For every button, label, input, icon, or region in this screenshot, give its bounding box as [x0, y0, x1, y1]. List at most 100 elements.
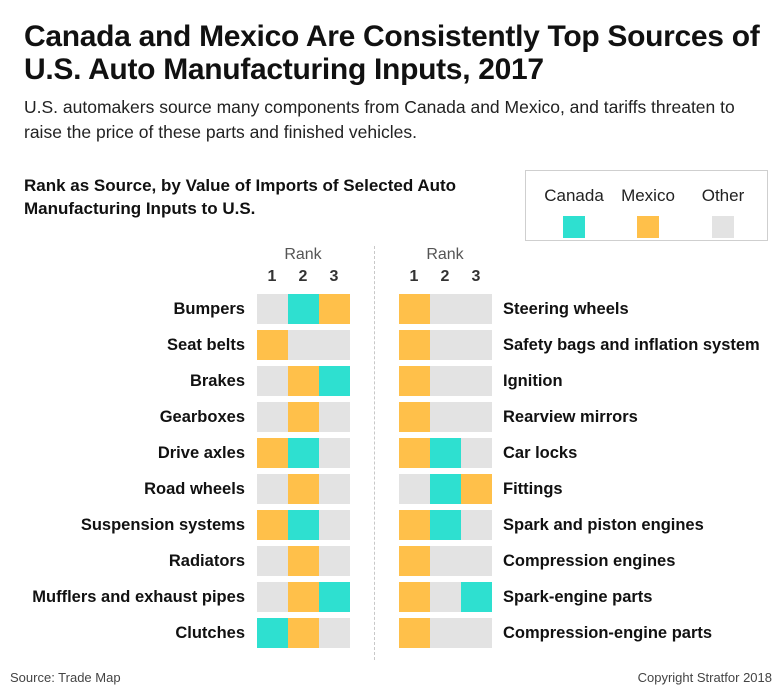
rank-cell-bumpers-1 — [257, 294, 288, 324]
copyright-note: Copyright Stratfor 2018 — [637, 670, 772, 685]
rank-cell-radiators-3 — [319, 546, 350, 576]
rank-cell-steering-wheels-3 — [461, 294, 492, 324]
rank-cell-fittings-1 — [399, 474, 430, 504]
rank-cell-spark-engine-parts-2 — [430, 582, 461, 612]
rank-cell-road-wheels-1 — [257, 474, 288, 504]
rank-cell-compression-engines-3 — [461, 546, 492, 576]
rank-cell-road-wheels-2 — [288, 474, 319, 504]
row-label-fittings: Fittings — [503, 480, 563, 498]
row-label-safety-bags-and-inflation-system: Safety bags and inflation system — [503, 336, 760, 354]
chart-heading: Rank as Source, by Value of Imports of S… — [24, 176, 457, 218]
rank-cell-gearboxes-1 — [257, 402, 288, 432]
rank-cell-spark-and-piston-engines-1 — [399, 510, 430, 540]
row-label-seat-belts: Seat belts — [167, 336, 245, 354]
rank-cell-car-locks-2 — [430, 438, 461, 468]
row-label-suspension-systems: Suspension systems — [80, 516, 245, 534]
rank-cell-safety-bags-and-inflation-system-1 — [399, 330, 430, 360]
rank-cell-suspension-systems-2 — [288, 510, 319, 540]
source-note: Source: Trade Map — [10, 670, 121, 685]
rank-cell-compression-engine-parts-3 — [461, 618, 492, 648]
row-label-ignition: Ignition — [503, 372, 563, 390]
row-label-steering-wheels: Steering wheels — [503, 300, 629, 318]
rank-cell-steering-wheels-2 — [430, 294, 461, 324]
rank-cell-bumpers-2 — [288, 294, 319, 324]
row-label-mufflers-and-exhaust-pipes: Mufflers and exhaust pipes — [32, 588, 245, 606]
rank-cell-fittings-3 — [461, 474, 492, 504]
row-label-compression-engines: Compression engines — [503, 552, 676, 570]
rank-cell-suspension-systems-1 — [257, 510, 288, 540]
row-label-rearview-mirrors: Rearview mirrors — [503, 408, 638, 426]
rank-cell-spark-and-piston-engines-2 — [430, 510, 461, 540]
rank-cell-radiators-2 — [288, 546, 319, 576]
rank-cell-steering-wheels-1 — [399, 294, 430, 324]
rank-cell-car-locks-1 — [399, 438, 430, 468]
row-label-gearboxes: Gearboxes — [159, 408, 245, 426]
rank-cell-spark-engine-parts-1 — [399, 582, 430, 612]
rank-cell-compression-engine-parts-2 — [430, 618, 461, 648]
rank-cell-brakes-2 — [288, 366, 319, 396]
rank-cell-fittings-2 — [430, 474, 461, 504]
row-label-road-wheels: Road wheels — [144, 480, 245, 498]
row-label-brakes: Brakes — [189, 372, 245, 390]
rank-cell-clutches-2 — [288, 618, 319, 648]
rank-cell-rearview-mirrors-3 — [461, 402, 492, 432]
row-label-compression-engine-parts: Compression-engine parts — [503, 624, 713, 642]
rank-cell-safety-bags-and-inflation-system-2 — [430, 330, 461, 360]
rank-cell-seat-belts-2 — [288, 330, 319, 360]
rank-cell-bumpers-3 — [319, 294, 350, 324]
rank-cell-mufflers-and-exhaust-pipes-3 — [319, 582, 350, 612]
rank-cell-drive-axles-3 — [319, 438, 350, 468]
rank-cell-seat-belts-3 — [319, 330, 350, 360]
rank-cell-suspension-systems-3 — [319, 510, 350, 540]
rank-cell-mufflers-and-exhaust-pipes-1 — [257, 582, 288, 612]
rank-cell-spark-engine-parts-3 — [461, 582, 492, 612]
legend-swatch-other — [712, 216, 734, 238]
rank-number-right-1: 1 — [409, 268, 419, 285]
rank-number-left-3: 3 — [329, 268, 339, 285]
row-label-car-locks: Car locks — [503, 444, 578, 462]
rank-cell-gearboxes-3 — [319, 402, 350, 432]
legend-item-other: Other — [683, 186, 763, 238]
rank-cell-gearboxes-2 — [288, 402, 319, 432]
panel-divider — [374, 246, 375, 660]
legend-label-other: Other — [701, 186, 745, 205]
rank-cell-seat-belts-1 — [257, 330, 288, 360]
rank-cell-rearview-mirrors-2 — [430, 402, 461, 432]
rank-cell-ignition-2 — [430, 366, 461, 396]
rank-cell-compression-engines-2 — [430, 546, 461, 576]
chart-title: Canada and Mexico Are Consistently Top S… — [24, 20, 760, 86]
legend-item-canada: Canada — [534, 186, 614, 238]
rank-cell-clutches-3 — [319, 618, 350, 648]
legend: Canada Mexico Other — [525, 170, 768, 241]
row-label-drive-axles: Drive axles — [157, 444, 245, 462]
rank-cell-spark-and-piston-engines-3 — [461, 510, 492, 540]
rank-header-right: Rank — [426, 246, 464, 263]
chart-subtitle: U.S. automakers source many components f… — [24, 97, 735, 142]
rank-cell-safety-bags-and-inflation-system-3 — [461, 330, 492, 360]
rank-header-left: Rank — [284, 246, 322, 263]
rank-cell-brakes-1 — [257, 366, 288, 396]
rank-cell-brakes-3 — [319, 366, 350, 396]
legend-swatch-canada — [563, 216, 585, 238]
rank-cell-clutches-1 — [257, 618, 288, 648]
row-label-spark-and-piston-engines: Spark and piston engines — [503, 516, 704, 534]
rank-cell-drive-axles-1 — [257, 438, 288, 468]
rank-cell-ignition-3 — [461, 366, 492, 396]
rank-cell-mufflers-and-exhaust-pipes-2 — [288, 582, 319, 612]
legend-label-mexico: Mexico — [621, 186, 675, 205]
rank-cell-compression-engines-1 — [399, 546, 430, 576]
rank-number-left-2: 2 — [298, 268, 308, 285]
row-label-clutches: Clutches — [175, 624, 245, 642]
legend-item-mexico: Mexico — [608, 186, 688, 238]
row-label-radiators: Radiators — [168, 552, 245, 570]
rank-number-right-3: 3 — [471, 268, 481, 285]
rank-number-left-1: 1 — [267, 268, 277, 285]
row-label-bumpers: Bumpers — [173, 300, 245, 318]
rank-cell-car-locks-3 — [461, 438, 492, 468]
row-label-spark-engine-parts: Spark-engine parts — [503, 588, 653, 606]
rank-cell-radiators-1 — [257, 546, 288, 576]
rank-cell-compression-engine-parts-1 — [399, 618, 430, 648]
rank-number-right-2: 2 — [440, 268, 450, 285]
legend-swatch-mexico — [637, 216, 659, 238]
rank-cell-road-wheels-3 — [319, 474, 350, 504]
